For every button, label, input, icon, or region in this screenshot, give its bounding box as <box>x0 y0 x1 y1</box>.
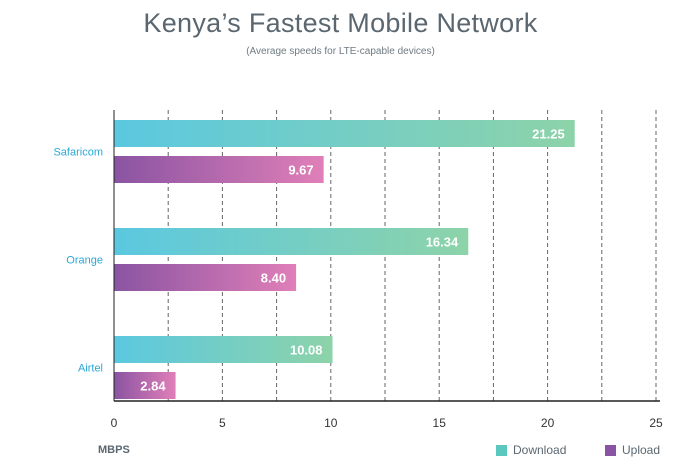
x-tick-label: 15 <box>433 416 447 430</box>
bar-upload-airtel <box>114 372 176 399</box>
legend-download-swatch <box>496 444 507 456</box>
bar-value-label: 2.84 <box>140 379 166 394</box>
legend-upload-label: Upload <box>622 443 661 457</box>
x-tick-label: 25 <box>649 416 663 430</box>
bar-value-label: 21.25 <box>532 127 565 142</box>
category-labels: Safaricom Orange Airtel <box>53 147 103 375</box>
bar-download-safaricom <box>114 120 575 147</box>
category-label: Safaricom <box>53 147 103 159</box>
legend-upload: Upload <box>605 443 660 457</box>
x-tick-label: 10 <box>324 416 338 430</box>
bars: 21.25 9.67 16.34 8.40 10.08 2.84 <box>114 120 575 399</box>
x-tick-label: 20 <box>541 416 555 430</box>
legend-download: Download <box>496 443 566 457</box>
x-axis-unit-label: MBPS <box>98 444 130 456</box>
bar-upload-safaricom <box>114 156 324 183</box>
bar-value-label: 9.67 <box>288 163 313 178</box>
bar-download-orange <box>114 228 469 255</box>
category-label: Airtel <box>78 363 103 375</box>
bar-value-label: 10.08 <box>290 343 323 358</box>
chart-title: Kenya’s Fastest Mobile Network <box>143 8 538 38</box>
x-tick-labels: 0 5 10 15 20 25 <box>111 416 663 430</box>
bar-value-label: 8.40 <box>261 271 286 286</box>
x-tick-label: 5 <box>219 416 226 430</box>
bar-value-label: 16.34 <box>426 235 459 250</box>
chart-subtitle: (Average speeds for LTE-capable devices) <box>246 46 435 57</box>
category-label: Orange <box>66 255 103 267</box>
legend-download-label: Download <box>513 443 567 457</box>
x-tick-label: 0 <box>111 416 118 430</box>
legend-upload-swatch <box>605 444 616 456</box>
bar-download-airtel <box>114 336 333 363</box>
bar-upload-orange <box>114 264 297 291</box>
